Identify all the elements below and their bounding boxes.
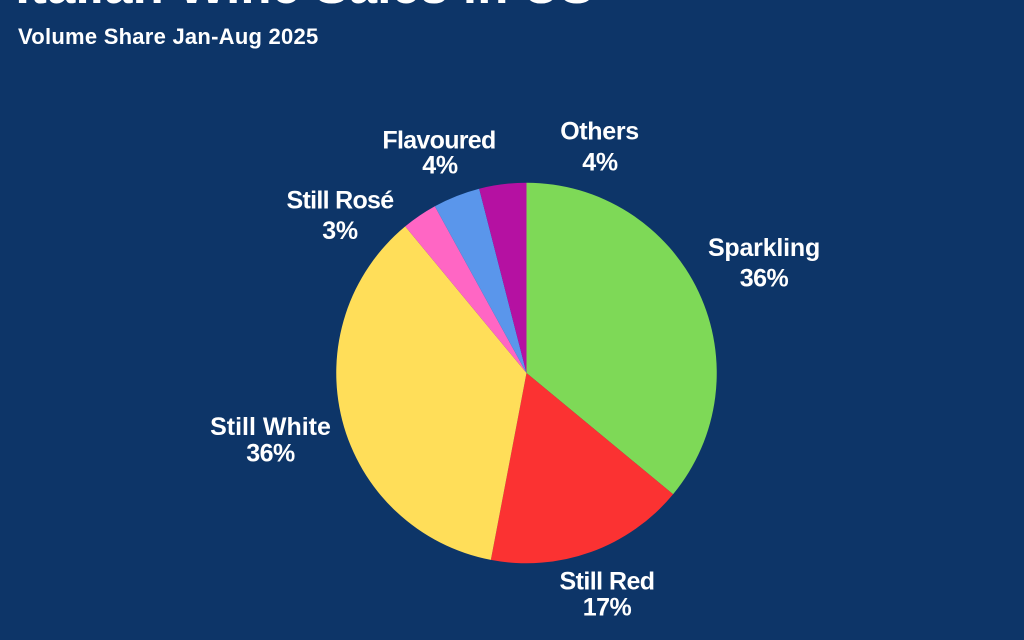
svg-text:Italian Wine Sales in US: Italian Wine Sales in US: [16, 0, 594, 14]
svg-text:36%: 36%: [246, 440, 295, 468]
svg-text:4%: 4%: [582, 148, 618, 176]
svg-text:3%: 3%: [322, 217, 358, 245]
svg-text:4%: 4%: [422, 152, 458, 180]
svg-text:Volume Share Jan-Aug 2025: Volume Share Jan-Aug 2025: [18, 24, 319, 49]
svg-text:Still White: Still White: [210, 413, 331, 441]
svg-text:17%: 17%: [583, 593, 632, 621]
svg-text:Others: Others: [560, 118, 639, 146]
svg-text:Still Red: Still Red: [559, 567, 654, 595]
svg-text:36%: 36%: [740, 265, 789, 293]
svg-text:Flavoured: Flavoured: [382, 126, 495, 154]
svg-text:Still Rosé: Still Rosé: [287, 187, 395, 215]
svg-text:Sparkling: Sparkling: [708, 234, 820, 262]
